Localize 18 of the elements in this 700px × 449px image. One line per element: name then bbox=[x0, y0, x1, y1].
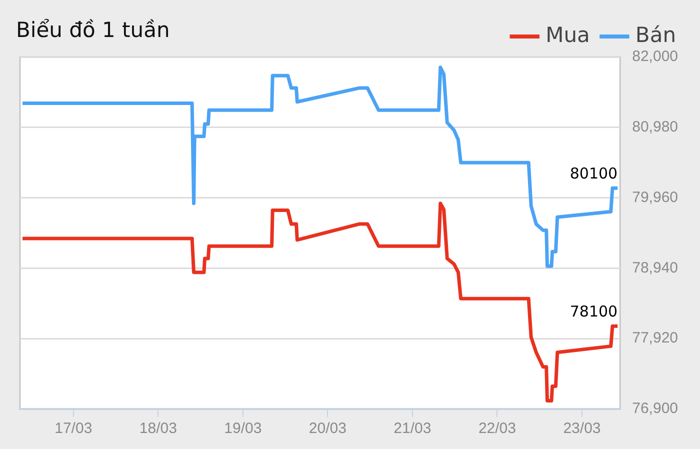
annotation: 80100 bbox=[570, 164, 618, 183]
y-tick-label: 76,900 bbox=[632, 400, 678, 418]
x-tick-label: 19/03 bbox=[224, 420, 262, 438]
y-tick-label: 77,920 bbox=[632, 330, 678, 347]
x-tick-label: 20/03 bbox=[308, 420, 346, 438]
y-tick-label: 79,960 bbox=[632, 188, 678, 206]
legend-label: Bán bbox=[635, 22, 676, 47]
y-tick-label: 82,000 bbox=[632, 48, 678, 66]
y-tick-label: 78,940 bbox=[632, 259, 678, 276]
legend-label: Mua bbox=[546, 22, 590, 47]
annotation: 78100 bbox=[570, 302, 618, 321]
chart-title: Biểu đồ 1 tuần bbox=[16, 18, 170, 42]
x-tick-label: 17/03 bbox=[54, 420, 92, 438]
x-tick-label: 18/03 bbox=[139, 420, 177, 438]
y-tick-label: 80,980 bbox=[632, 118, 678, 136]
x-tick-label: 22/03 bbox=[478, 420, 516, 438]
x-tick-label: 21/03 bbox=[394, 420, 432, 438]
x-tick-label: 23/03 bbox=[563, 420, 601, 438]
